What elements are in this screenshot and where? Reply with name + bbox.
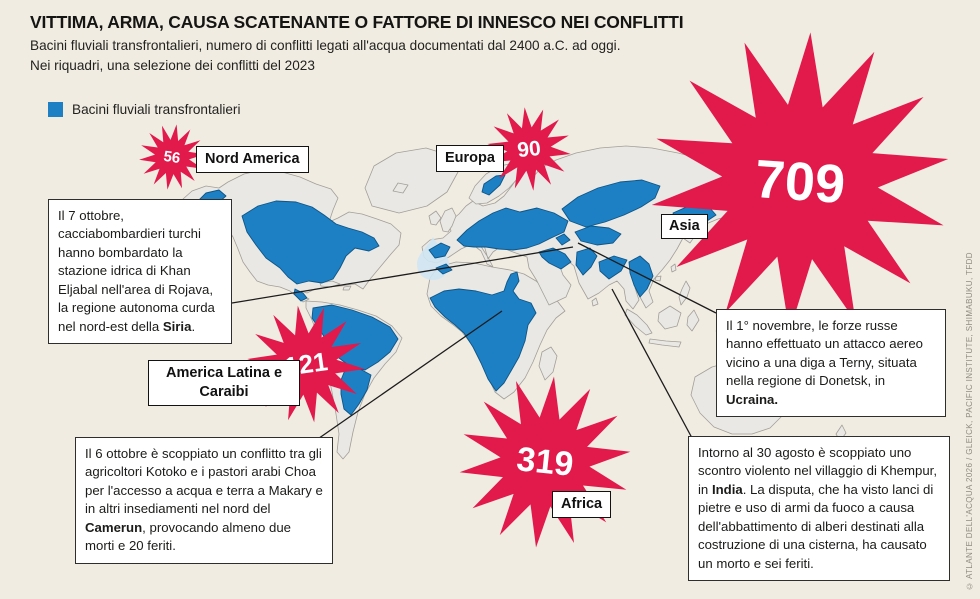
land-ireland	[428, 210, 442, 226]
basin-caucasus	[555, 233, 571, 246]
starburst-icon	[487, 107, 571, 191]
conflict-count-africa: 319	[514, 440, 576, 484]
connector-camerun	[311, 310, 503, 444]
basin-north-america-west	[241, 200, 380, 285]
basin-scandinavia	[481, 174, 506, 196]
land-madagascar	[538, 346, 558, 381]
land-iceland	[392, 182, 409, 194]
page-subtitle: Bacini fluviali transfrontalieri, numero…	[30, 36, 770, 76]
starburst-icon	[139, 124, 205, 190]
region-label-europa: Europa	[436, 145, 504, 172]
basin-iberia	[428, 242, 451, 259]
basin-siberia	[561, 179, 661, 228]
land-taiwan	[670, 263, 677, 273]
basin-central-asia	[574, 225, 622, 246]
basin-morocco	[435, 263, 453, 275]
starburst-africa: 319	[450, 367, 639, 556]
connector-india	[611, 288, 693, 439]
land-philippines	[678, 280, 691, 306]
basin-mekong	[628, 255, 654, 298]
subtitle-line-2: Nei riquadri, una selezione dei conflitt…	[30, 58, 315, 73]
region-label-nord-america: Nord America	[196, 146, 309, 173]
land-uk	[439, 207, 457, 233]
basin-amazon	[311, 304, 399, 371]
callout-siria: Il 7 ottobre, cacciabombardieri turchi h…	[48, 199, 232, 345]
page-title: VITTIMA, ARMA, CAUSA SCATENANTE O FATTOR…	[30, 12, 684, 32]
basin-ganges	[598, 255, 628, 280]
basin-tigris-euphrates	[538, 247, 572, 270]
region-label-africa: Africa	[552, 491, 612, 518]
starburst-asia: 709	[640, 22, 960, 342]
land-sri-lanka	[591, 297, 599, 307]
land-java	[648, 338, 682, 348]
legend: Bacini fluviali transfrontalieri	[48, 102, 240, 117]
credit-line: © ATLANTE DELL'ACQUA 2026 / GLEICK, PACI…	[965, 252, 974, 591]
land-hainan	[654, 275, 662, 282]
land-borneo	[657, 305, 682, 330]
callout-camerun: Il 6 ottobre è scoppiato un conflitto tr…	[75, 437, 333, 564]
region-label-america-latina: America Latina e Caraibi	[148, 360, 300, 406]
land-hispaniola	[342, 285, 352, 291]
region-label-asia: Asia	[661, 214, 708, 239]
basin-africa-main	[429, 271, 537, 392]
legend-label: Bacini fluviali transfrontalieri	[72, 102, 241, 117]
header: VITTIMA, ARMA, CAUSA SCATENANTE O FATTOR…	[30, 11, 770, 76]
callout-india: Intorno al 30 agosto è scoppiato uno sco…	[688, 436, 950, 582]
starburst-icon	[651, 32, 949, 332]
starburst-europa: 90	[483, 103, 575, 195]
basin-indus	[575, 247, 598, 276]
basin-europe-central	[456, 207, 569, 251]
basin-swatch-icon	[48, 102, 63, 117]
callout-ucraina: Il 1° novembre, le forze russe hanno eff…	[716, 309, 946, 418]
connector-ucraina	[577, 242, 717, 314]
land-sulawesi	[686, 309, 700, 332]
starburst-nord-america: 56	[135, 120, 210, 195]
subtitle-line-1: Bacini fluviali transfrontalieri, numero…	[30, 38, 621, 53]
connector-siria	[231, 246, 574, 304]
